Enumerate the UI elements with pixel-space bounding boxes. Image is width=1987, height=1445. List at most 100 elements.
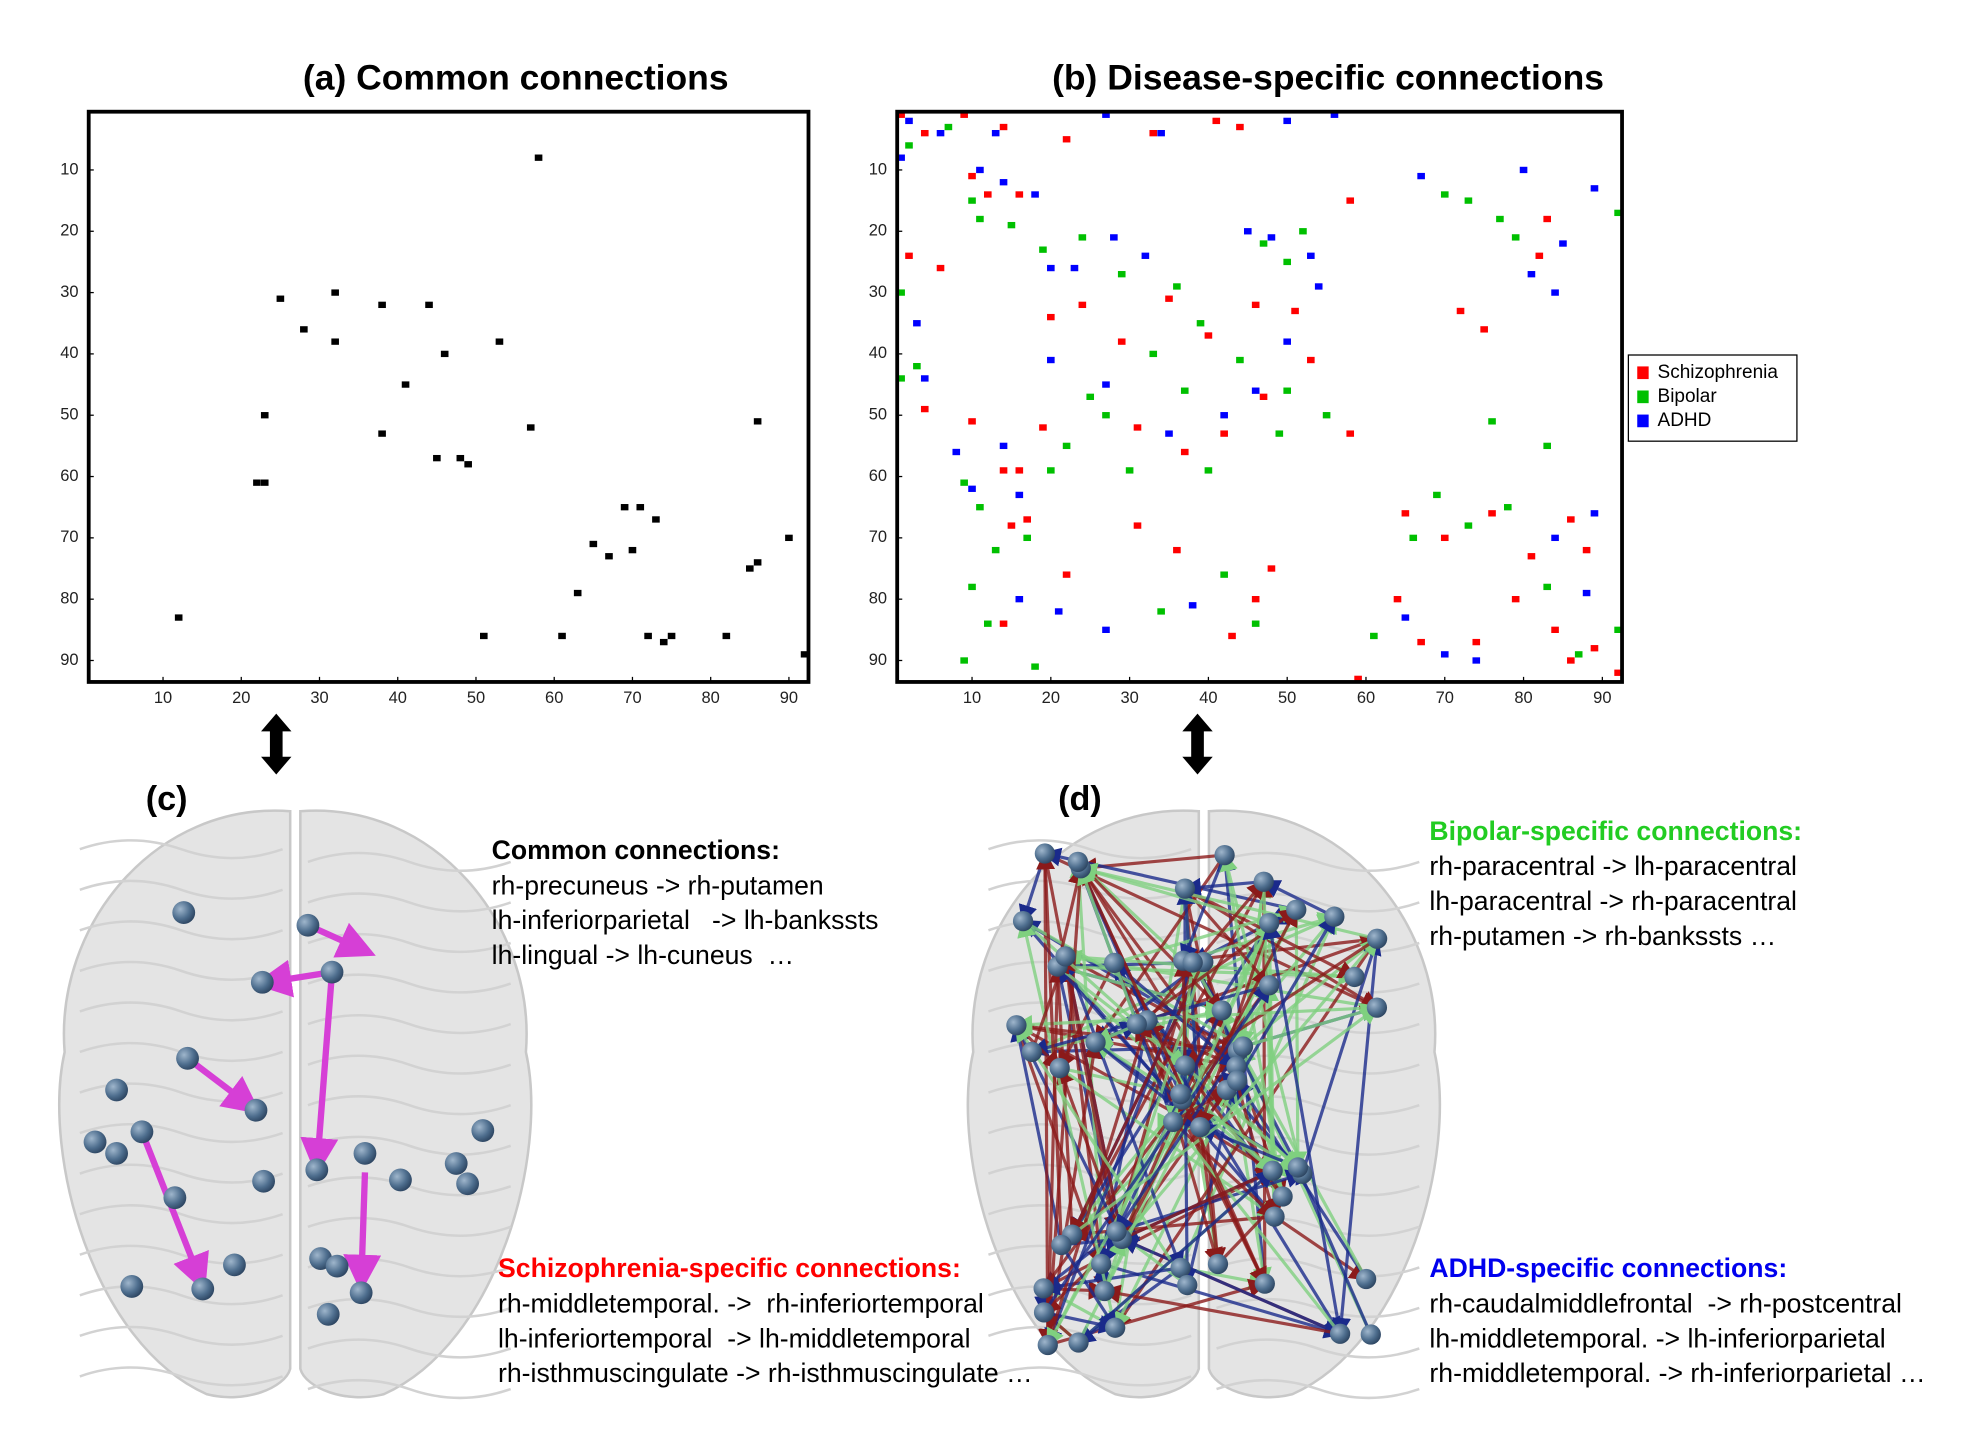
matrix-cell <box>1480 326 1488 333</box>
x-tick-label: 90 <box>780 689 798 707</box>
matrix-cell <box>1141 252 1150 259</box>
brain-node <box>1262 1160 1283 1181</box>
y-tick-label: 40 <box>869 344 887 362</box>
brain-node <box>130 1120 154 1144</box>
matrix-cell <box>1023 534 1031 542</box>
y-tick-label: 80 <box>60 590 78 608</box>
brain-node <box>1174 878 1196 899</box>
y-tick-label: 50 <box>869 406 887 424</box>
chart-title: (a) Common connections <box>303 57 729 97</box>
connection-arrow <box>1046 1017 1152 1346</box>
brain-node <box>250 970 274 994</box>
matrix-cell <box>1054 608 1063 615</box>
x-tick-label: 50 <box>467 689 485 707</box>
brain-node <box>349 1281 373 1305</box>
y-tick-label: 70 <box>60 528 78 546</box>
matrix-cell <box>999 620 1008 627</box>
connection-arrow <box>1182 937 1378 1068</box>
matrix-cell <box>944 123 953 131</box>
matrix-cell <box>1047 264 1055 272</box>
matrix-cell <box>983 620 992 627</box>
matrix-cell <box>1488 418 1496 425</box>
brain-node <box>1049 1057 1070 1079</box>
brain-node <box>1085 1032 1106 1053</box>
matrix-cell <box>1291 307 1299 315</box>
connection-arrow <box>1044 961 1195 1348</box>
y-tick-label: 80 <box>869 590 887 608</box>
brain-node <box>1006 1015 1027 1036</box>
brain-node <box>1106 1221 1127 1242</box>
x-tick-label: 70 <box>1436 689 1454 707</box>
brain-node <box>1055 946 1076 967</box>
matrix-cell <box>1590 510 1599 517</box>
matrix-cell <box>1559 240 1567 247</box>
brain-node <box>1177 1274 1198 1296</box>
brain-node <box>1254 1273 1275 1294</box>
matrix-cell <box>968 172 976 180</box>
matrix-cell <box>1173 546 1181 554</box>
matrix-cell <box>1031 663 1039 670</box>
x-tick-label: 10 <box>154 689 172 707</box>
matrix-cell <box>1047 356 1055 364</box>
x-tick-label: 80 <box>1514 689 1532 707</box>
matrix-cell <box>1102 381 1110 388</box>
gyrus <box>988 1366 1420 1400</box>
matrix-cell <box>260 479 269 486</box>
plot-frame <box>86 109 811 684</box>
matrix-cell <box>1519 166 1528 174</box>
matrix-cell <box>1496 215 1504 223</box>
matrix-cell <box>605 553 613 560</box>
matrix-cell <box>558 632 566 640</box>
brain-node <box>389 1168 412 1192</box>
y-tick-label: 10 <box>60 160 78 178</box>
matrix-cell <box>1259 393 1268 400</box>
list-heading: Schizophrenia-specific connections: <box>498 1253 961 1283</box>
matrix-cell <box>1062 136 1071 143</box>
x-tick-label: 40 <box>389 689 407 707</box>
gyrus <box>79 1123 512 1156</box>
matrix-cell <box>1299 228 1307 235</box>
matrix-cell <box>1149 350 1158 358</box>
x-tick-label: 40 <box>1199 689 1217 707</box>
matrix-cell <box>897 289 905 296</box>
matrix-cell <box>260 412 269 419</box>
brain-node <box>191 1277 215 1301</box>
connection-arrow <box>1077 865 1139 1025</box>
matrix-cell <box>652 516 660 523</box>
connection-arrow <box>1180 854 1227 964</box>
connection-arrow <box>1242 1002 1380 1049</box>
panel-label: (d) <box>1058 780 1102 818</box>
brain-node <box>325 1254 349 1278</box>
gyrus <box>79 1204 512 1237</box>
x-tick-label: 80 <box>702 689 720 707</box>
connection-arrow <box>1121 1168 1276 1241</box>
matrix-cell <box>1062 571 1071 578</box>
matrix-cell <box>1110 234 1118 241</box>
x-tick-label: 60 <box>545 689 563 707</box>
brain-node <box>1091 1253 1112 1275</box>
matrix-cell <box>1023 516 1031 523</box>
brain-node <box>1259 975 1280 996</box>
connection-arrow <box>1113 1079 1239 1331</box>
matrix-cell <box>1464 197 1473 204</box>
matrix-cell <box>1228 632 1236 640</box>
matrix-cell <box>1401 510 1410 517</box>
list-line: lh-lingual -> lh-cuneus … <box>492 940 794 970</box>
connection-arrow <box>1288 909 1308 1171</box>
connection-arrow <box>1076 860 1224 1013</box>
brain-node <box>1344 966 1365 988</box>
list-line: rh-putamen -> rh-bankssts … <box>1429 921 1776 951</box>
brain-node <box>1067 851 1089 872</box>
list-line: rh-paracentral -> lh-paracentral <box>1429 851 1797 881</box>
matrix-cell <box>1117 271 1126 278</box>
brain-node <box>1360 1324 1381 1345</box>
matrix-cell <box>1503 504 1512 511</box>
brain-node <box>1104 952 1125 974</box>
matrix-cell <box>785 534 793 542</box>
connection-arrow <box>1099 936 1380 1265</box>
matrix-cell <box>1314 283 1323 290</box>
matrix-cell <box>936 264 945 272</box>
matrix-cell <box>1047 313 1055 321</box>
brain-node <box>1259 912 1280 934</box>
